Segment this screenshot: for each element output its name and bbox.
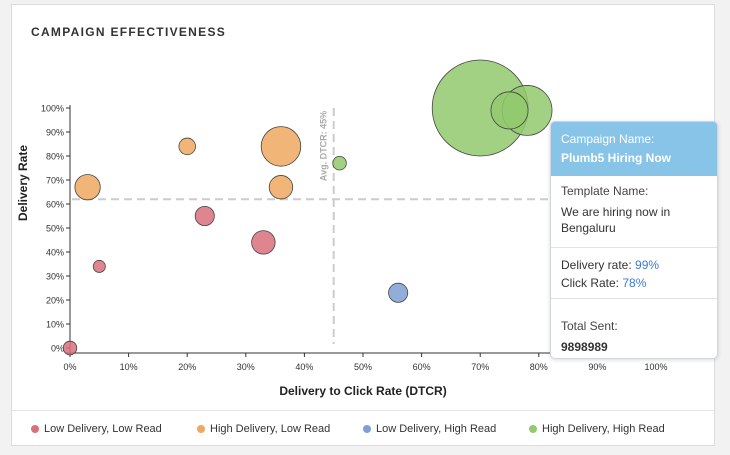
y-tick-label: 100%: [41, 104, 64, 114]
legend-dot: [363, 425, 371, 433]
click-rate-row: Click Rate: 78%: [561, 274, 707, 292]
y-tick-label: 50%: [46, 224, 64, 234]
x-tick-label: 80%: [530, 362, 548, 372]
y-tick-label: 60%: [46, 200, 64, 210]
y-tick-label: 70%: [46, 176, 64, 186]
y-tick-label: 40%: [46, 248, 64, 258]
template-name-value: We are hiring now in Bengaluru: [561, 205, 671, 235]
x-tick-label: 90%: [588, 362, 606, 372]
x-tick-label: 50%: [354, 362, 372, 372]
legend-item-high-delivery-low-read[interactable]: High Delivery, Low Read: [197, 423, 330, 435]
tooltip-rates-section: Delivery rate: 99% Click Rate: 78%: [551, 248, 717, 299]
click-rate-value: 78%: [622, 276, 647, 290]
bubble-point: [92, 259, 106, 273]
bubble-point: [260, 126, 302, 167]
tooltip-header: Campaign Name: Plumb5 Hiring Now: [551, 122, 717, 176]
legend-dot: [31, 425, 39, 433]
bubble-point: [490, 91, 529, 130]
total-sent-label: Total Sent:: [561, 319, 618, 333]
y-axis-title: Delivery Rate: [16, 145, 30, 221]
delivery-rate-label: Delivery rate:: [561, 258, 632, 272]
chart-title: CAMPAIGN EFFECTIVENESS: [31, 25, 227, 39]
bubble-point: [268, 175, 294, 200]
x-tick-label: 0%: [63, 362, 76, 372]
avg-dtcr-label: Avg. DTCR: 45%: [319, 111, 329, 181]
x-tick-label: 60%: [413, 362, 431, 372]
tooltip-template-section: Template Name: We are hiring now in Beng…: [551, 176, 717, 248]
x-tick-label: 30%: [237, 362, 255, 372]
x-tick-label: 100%: [644, 362, 667, 372]
delivery-rate-value: 99%: [635, 258, 660, 272]
legend-label: Low Delivery, Low Read: [44, 423, 162, 435]
legend-item-high-delivery-high-read[interactable]: High Delivery, High Read: [529, 423, 665, 435]
campaign-name-label: Campaign Name:: [561, 132, 655, 146]
bubble-chart: 0% 10% 20% 30% 40% 50% 60% 70% 80% 90% 100% 0% 10% 20…: [16, 59, 668, 398]
campaign-name-value: Plumb5 Hiring Now: [561, 151, 672, 165]
x-tick-label: 10%: [120, 362, 138, 372]
bubble-point: [62, 340, 78, 356]
delivery-rate-row: Delivery rate: 99%: [561, 256, 707, 274]
legend-label: High Delivery, High Read: [542, 423, 665, 435]
bubble-point: [74, 174, 101, 201]
x-axis-title: Delivery to Click Rate (DTCR): [279, 384, 446, 398]
click-rate-label: Click Rate:: [561, 276, 620, 290]
bubble-tooltip: Campaign Name: Plumb5 Hiring Now Templat…: [550, 121, 718, 359]
legend-item-low-delivery-low-read[interactable]: Low Delivery, Low Read: [31, 423, 162, 435]
bubble-point: [251, 230, 276, 255]
x-tick-label: 70%: [471, 362, 489, 372]
legend-item-low-delivery-high-read[interactable]: Low Delivery, High Read: [363, 423, 496, 435]
x-tick-label: 20%: [178, 362, 196, 372]
y-tick-label: 0%: [51, 344, 64, 354]
legend-label: Low Delivery, High Read: [376, 423, 497, 435]
y-tick-label: 30%: [46, 272, 64, 282]
template-name-label: Template Name:: [561, 184, 649, 198]
bubble-point: [388, 282, 409, 303]
y-tick-label: 90%: [46, 128, 64, 138]
y-tick-label: 20%: [46, 296, 64, 306]
bubble-point: [194, 205, 215, 226]
total-sent-value: 9898989: [561, 340, 608, 354]
legend-divider: [12, 410, 714, 411]
bubble-point: [178, 137, 196, 156]
x-tick-label: 40%: [295, 362, 313, 372]
legend-label: High Delivery, Low Read: [210, 423, 331, 435]
tooltip-total-section: Total Sent: 9898989: [551, 299, 717, 358]
legend-dot: [197, 425, 205, 433]
bubble-point: [332, 156, 347, 171]
legend-dot: [529, 425, 537, 433]
y-tick-label: 10%: [46, 320, 64, 330]
y-tick-label: 80%: [46, 152, 64, 162]
